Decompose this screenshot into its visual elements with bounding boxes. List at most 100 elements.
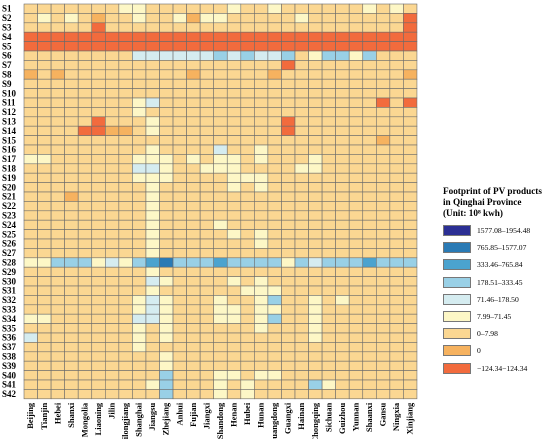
heatmap-cell xyxy=(159,154,174,165)
heatmap-cell xyxy=(267,379,282,390)
heatmap-cell xyxy=(348,257,364,268)
heatmap-cell xyxy=(254,172,269,183)
heatmap-cell xyxy=(199,13,214,24)
heatmap-cell xyxy=(23,229,38,240)
heatmap-cell xyxy=(281,257,296,268)
heatmap-cell xyxy=(50,182,65,193)
heatmap-cell xyxy=(348,31,364,42)
legend-swatch xyxy=(443,345,471,357)
heatmap-cell xyxy=(186,69,201,80)
column-label: Fujian xyxy=(188,403,198,427)
heatmap-cell xyxy=(267,144,282,155)
heatmap-cell xyxy=(335,97,350,108)
heatmap-cell xyxy=(335,163,350,174)
row-label: S37 xyxy=(2,342,17,352)
heatmap-cell xyxy=(321,360,336,371)
heatmap-cell xyxy=(335,313,350,324)
heatmap-cell xyxy=(403,31,418,42)
heatmap-cell xyxy=(213,351,228,362)
heatmap-cell xyxy=(37,379,52,390)
heatmap-cell xyxy=(213,219,228,230)
heatmap-cell xyxy=(213,69,228,80)
heatmap-cell xyxy=(308,285,323,296)
heatmap-cell xyxy=(172,41,187,52)
heatmap-cell xyxy=(362,31,377,42)
heatmap-cell xyxy=(159,60,174,71)
heatmap-cell xyxy=(240,276,255,287)
heatmap-cell xyxy=(213,201,228,212)
heatmap-cell xyxy=(294,360,309,371)
heatmap-cell xyxy=(267,342,282,353)
heatmap-cell xyxy=(77,342,93,353)
heatmap-cell xyxy=(321,351,336,362)
heatmap-cell xyxy=(37,125,52,136)
column-label: Guangdong xyxy=(269,402,279,439)
heatmap-cell xyxy=(226,323,242,334)
heatmap-cell xyxy=(335,135,350,146)
heatmap-cell xyxy=(226,13,242,24)
legend-swatch xyxy=(443,293,471,305)
heatmap-cell xyxy=(37,135,52,146)
heatmap-cell xyxy=(159,88,174,99)
column-label: Hebei xyxy=(52,402,62,424)
heatmap-cell xyxy=(375,360,391,371)
heatmap-cell xyxy=(281,389,296,400)
heatmap-cell xyxy=(132,276,147,287)
heatmap-cell xyxy=(362,191,377,202)
heatmap-cell xyxy=(294,332,309,343)
heatmap-cell xyxy=(91,60,106,71)
heatmap-cell xyxy=(213,41,228,52)
heatmap-cell xyxy=(50,342,65,353)
legend-swatch xyxy=(443,225,471,237)
heatmap-cell xyxy=(240,332,255,343)
heatmap-cell xyxy=(50,370,65,381)
heatmap-cell xyxy=(159,295,174,306)
heatmap-cell xyxy=(226,135,242,146)
heatmap-cell xyxy=(308,116,323,127)
heatmap-cell xyxy=(267,276,282,287)
heatmap-cell xyxy=(50,229,65,240)
heatmap-cell xyxy=(64,342,79,353)
heatmap-cell xyxy=(308,182,323,193)
heatmap-cell xyxy=(294,50,309,61)
heatmap-cell xyxy=(281,97,296,108)
heatmap-cell xyxy=(240,50,255,61)
heatmap-cell xyxy=(23,97,38,108)
heatmap-cell xyxy=(362,172,377,183)
heatmap-cell xyxy=(321,219,336,230)
heatmap-cell xyxy=(91,172,106,183)
heatmap-cell xyxy=(105,22,120,33)
heatmap-cell xyxy=(159,210,174,221)
heatmap-cell xyxy=(362,285,377,296)
heatmap-cell xyxy=(172,13,187,24)
heatmap-cell xyxy=(199,191,214,202)
heatmap-cell xyxy=(145,41,160,52)
heatmap-cell xyxy=(389,332,404,343)
heatmap-cell xyxy=(132,229,147,240)
heatmap-cell xyxy=(308,332,323,343)
heatmap-cell xyxy=(240,135,255,146)
heatmap-cell xyxy=(186,154,201,165)
row-label: S39 xyxy=(2,361,17,371)
heatmap-cell xyxy=(240,78,255,89)
heatmap-cell xyxy=(64,295,79,306)
heatmap-cell xyxy=(118,154,133,165)
heatmap-cell xyxy=(213,257,228,268)
heatmap-cell xyxy=(199,144,214,155)
heatmap-cell xyxy=(226,107,242,118)
column-label: Inner Mongolia xyxy=(79,402,89,439)
heatmap-cell xyxy=(64,125,79,136)
heatmap-cell xyxy=(186,107,201,118)
heatmap-cell xyxy=(37,41,52,52)
heatmap-cell xyxy=(281,60,296,71)
heatmap-cell xyxy=(213,295,228,306)
heatmap-cell xyxy=(389,88,404,99)
heatmap-cell xyxy=(105,69,120,80)
heatmap-cell xyxy=(281,351,296,362)
heatmap-cell xyxy=(145,304,160,315)
heatmap-cell xyxy=(375,201,391,212)
heatmap-cell xyxy=(77,116,93,127)
column-label: Hainan xyxy=(296,403,306,430)
heatmap-cell xyxy=(226,210,242,221)
heatmap-cell xyxy=(389,22,404,33)
